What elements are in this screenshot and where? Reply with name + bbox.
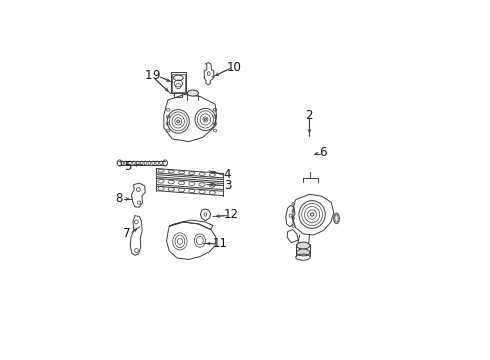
Text: 7: 7 — [123, 228, 131, 240]
Text: 2: 2 — [306, 109, 313, 122]
Text: 11: 11 — [213, 237, 227, 250]
Text: 4: 4 — [224, 168, 231, 181]
Text: 9: 9 — [152, 69, 160, 82]
Text: 10: 10 — [226, 61, 242, 74]
Bar — [171, 72, 186, 93]
Ellipse shape — [187, 90, 198, 96]
Ellipse shape — [296, 249, 310, 256]
Text: 1: 1 — [144, 69, 152, 82]
Text: 12: 12 — [223, 208, 239, 221]
Ellipse shape — [296, 242, 310, 249]
Text: 3: 3 — [224, 179, 231, 192]
Text: 5: 5 — [124, 160, 131, 173]
Bar — [172, 74, 185, 92]
Text: 6: 6 — [319, 146, 327, 159]
Text: 8: 8 — [115, 192, 122, 205]
